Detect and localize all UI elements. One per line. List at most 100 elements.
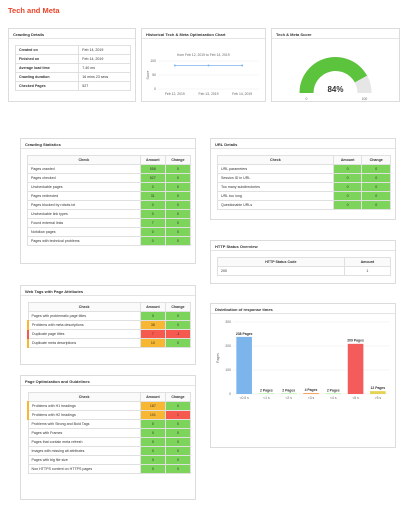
table-row: Finished on Feb 14, 2019 [14, 54, 131, 64]
table-cell: URL too long [217, 191, 334, 201]
table: Check Amount Change Pages with problematic … [26, 302, 192, 348]
table-cell: 0 [164, 464, 192, 474]
table-cell: 0 [164, 173, 192, 183]
table-cell: Finished on [14, 54, 80, 64]
panel: Distribution of response times Pages 0 100 2… [210, 303, 396, 448]
y-tick-label: 0 [154, 87, 156, 91]
table-cell: Problems with H1 headings [26, 401, 141, 411]
table-cell: 0 [164, 338, 192, 348]
table: Check Amount Change Pages crawled 558 0 Pages … [27, 155, 192, 246]
x-tick-label: <1 s [263, 396, 270, 400]
panel-title: Web Tags with Page Attributes [21, 286, 195, 296]
table-cell: 558 [139, 164, 166, 174]
table-row: Pages blocked by robots.txt 0 0 [27, 200, 192, 210]
table-cell: Duplicate meta descriptions [26, 338, 141, 348]
x-tick-label: Feb 13, 2019 [199, 92, 219, 96]
table-cell: 0 [164, 218, 192, 228]
table-cell: 7.40 ms [78, 63, 131, 73]
table-row: Pages crawled 558 0 [27, 164, 192, 174]
x-tick-label: <2 s [285, 396, 292, 400]
table-cell: Pages with big file size [27, 455, 141, 465]
panel-title: HTTP Status Overview [211, 241, 395, 251]
table-row: URL parameters 0 0 [217, 164, 391, 174]
panel: Crawling Details Created on Feb 14, 2019 Fi… [8, 28, 136, 102]
table-cell: 527 [139, 173, 166, 183]
panel-title: Page Optimization and Guidelines [21, 376, 195, 386]
x-tick-label: Feb 14, 2019 [232, 92, 252, 96]
table-cell: Found external links [27, 218, 141, 228]
table-row: Pages checked 527 0 [27, 173, 192, 183]
table-row: Session ID in URL 0 0 [217, 173, 391, 183]
panel-title: Crawling Details [9, 29, 135, 39]
table-cell: 7 [139, 218, 166, 228]
table-row: Pages that contain meta refresh 0 0 [27, 437, 192, 447]
table-cell: 0 [139, 428, 166, 438]
table-cell: Crawling duration [14, 72, 80, 82]
table-cell: 0 [139, 311, 166, 321]
table-cell: 0 [164, 227, 192, 237]
table-cell: 0 [164, 446, 192, 456]
panel: HTTP Status Overview HTTP Status Code Amou… [210, 240, 396, 284]
table-cell: Pages with Frames [27, 428, 141, 438]
table-row: Duplicate page titles 7 -1 [26, 329, 192, 339]
gauge-value [299, 57, 368, 94]
table-cell: 16 mins 23 secs [78, 72, 131, 82]
y-axis-label: Pages [216, 353, 220, 363]
panel: URL Details Check Amount Change URL paramete… [210, 138, 396, 220]
point [173, 64, 176, 67]
table-row: Nofollow pages 0 0 [27, 227, 192, 237]
bar-value-label: 4 Pages [305, 388, 318, 392]
table-cell: 0 [139, 227, 166, 237]
table-cell: Checked Pages [14, 81, 80, 91]
table-cell: 0 [164, 191, 192, 201]
x-tick-label: <4 s [330, 396, 337, 400]
table-row: Pages with technical problems 0 0 [27, 236, 192, 246]
point [241, 64, 244, 67]
table: Created on Feb 14, 2019 Finished on Feb 14,… [14, 45, 131, 91]
table-cell: Problems with meta descriptions [26, 320, 141, 330]
table-row: 200 1 [217, 266, 392, 276]
table-cell: 0 [164, 209, 192, 219]
table-cell: Pages with problematic page titles [27, 311, 141, 321]
chart: from Feb 12, 2019 to Feb 14, 2019 Score 0 5… [146, 53, 259, 96]
table-cell: Pages checked [27, 173, 141, 183]
table-cell: 0 [164, 311, 192, 321]
table-cell: 0 [139, 200, 166, 210]
bar-value-label: 2 Pages [282, 388, 295, 392]
panel-title: Historical Tech & Meta Optimization Char… [142, 29, 265, 39]
column-header: HTTP Status Code [217, 257, 345, 267]
table-row: Checked Pages 527 [14, 81, 131, 91]
table-cell: 10 [139, 338, 166, 348]
table-cell: Problems with H2 headings [26, 410, 141, 420]
table-cell: 200 [217, 266, 345, 276]
table-cell: Pages blocked by robots.txt [27, 200, 141, 210]
y-tick-label: 100 [150, 59, 156, 63]
gauge-label: 84% [327, 85, 343, 94]
bar [303, 393, 319, 394]
y-tick-label: 200 [225, 344, 231, 348]
page-title: Tech and Meta [8, 6, 60, 15]
table-cell: 0 [139, 455, 166, 465]
table-cell: Duplicate page titles [26, 329, 141, 339]
table-cell: 0 [164, 401, 192, 411]
panel: Historical Tech & Meta Optimization Char… [141, 28, 266, 102]
column-header: Change [164, 302, 192, 312]
table-cell: Feb 14, 2019 [78, 54, 131, 64]
table-cell: 527 [78, 81, 131, 91]
table-cell: Pages with technical problems [27, 236, 141, 246]
panel-title: Tech & Meta Score [272, 29, 399, 39]
table-cell: 101 [139, 410, 166, 420]
header-row: HTTP Status Code Amount [217, 257, 392, 267]
bar-value-label: 209 Pages [347, 339, 364, 343]
y-tick-label: 0 [229, 392, 231, 396]
table: Check Amount Change URL parameters 0 0 Session… [217, 155, 391, 210]
chart: Pages 0 100 200 300 238 Pages <0.5 s 2 Pages <1 … [216, 320, 389, 400]
column-header: Change [164, 155, 192, 165]
table-cell: -1 [164, 329, 192, 339]
table-cell: 0 [139, 209, 166, 219]
